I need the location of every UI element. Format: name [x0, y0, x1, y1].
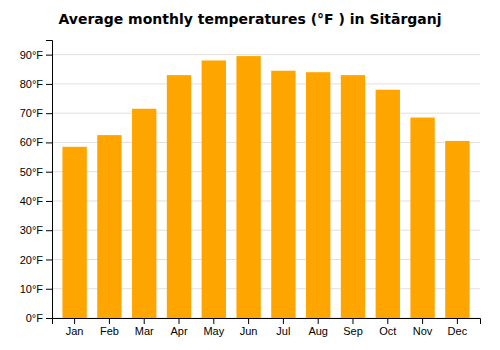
x-tick: Sep [343, 318, 363, 337]
bar [132, 109, 156, 318]
bar [445, 141, 469, 318]
y-tick: 90°F [20, 49, 52, 61]
x-tick: Aug [308, 318, 328, 337]
bar [410, 118, 434, 318]
y-tick-label: 50°F [20, 166, 44, 178]
title: Average monthly temperatures (°F ) in Si… [58, 11, 441, 27]
x-tick-label: Sep [343, 325, 363, 337]
x-tick-mark [422, 318, 423, 324]
bars [62, 56, 469, 318]
x-tick: Apr [170, 318, 187, 337]
x-tick: Jul [276, 318, 290, 337]
x-tick: Mar [135, 318, 154, 337]
x-tick-label: Dec [448, 325, 468, 337]
x-axis-line [53, 319, 481, 325]
x-tick-label: Apr [170, 325, 187, 337]
x-tick: Dec [448, 318, 468, 337]
grid-line [52, 54, 480, 55]
bar [376, 90, 400, 318]
y-tick: 0°F [26, 312, 52, 324]
x-tick: Nov [413, 318, 433, 337]
y-tick-label: 80°F [20, 78, 44, 90]
y-tick-label: 90°F [20, 49, 44, 61]
bar [202, 60, 226, 318]
x-tick-mark [109, 318, 110, 324]
y-tick-mark [46, 230, 52, 231]
x-tick-mark [318, 318, 319, 324]
bar [271, 71, 295, 318]
x-tick-label: Jul [276, 325, 290, 337]
grid [52, 55, 480, 318]
y-tick-label: 30°F [20, 224, 44, 236]
y-tick-label: 20°F [20, 253, 44, 265]
y-tick-mark [46, 318, 52, 319]
x-tick-mark [144, 318, 145, 324]
x-tick: Jan [66, 318, 84, 337]
y-tick: 60°F [20, 136, 52, 148]
x-tick-label: May [203, 325, 224, 337]
x-tick-label: Aug [308, 325, 328, 337]
y-tick: 40°F [20, 195, 52, 207]
y-tick-label: 0°F [26, 312, 44, 324]
x-tick-mark [283, 318, 284, 324]
y-tick-label: 10°F [20, 283, 44, 295]
x-tick-mark [352, 318, 353, 324]
x-tick-label: Jun [240, 325, 258, 337]
y-axis-line [46, 41, 53, 319]
plot: Jan Feb Mar Apr May Jun Jul Aug Sep Oct Nov Dec 0°F 1… [20, 41, 481, 337]
y-tick-mark [46, 55, 52, 56]
y-tick-label: 40°F [20, 195, 44, 207]
x-tick-mark [387, 318, 388, 324]
y-tick: 50°F [20, 166, 52, 178]
y-tick-mark [46, 172, 52, 173]
x-tick: Oct [379, 318, 396, 337]
x-tick-mark [213, 318, 214, 324]
chart: Jan Feb Mar Apr May Jun Jul Aug Sep Oct Nov Dec 0°F 1… [0, 0, 500, 350]
bar [97, 135, 121, 318]
y-tick-mark [46, 84, 52, 85]
y-tick-mark [46, 259, 52, 260]
x-tick: Jun [240, 318, 258, 337]
bar [341, 75, 365, 318]
y-tick-label: 60°F [20, 136, 44, 148]
x-tick-mark [457, 318, 458, 324]
y-tick: 80°F [20, 78, 52, 90]
x-tick-label: Nov [413, 325, 433, 337]
x-tick-mark [74, 318, 75, 324]
y-tick-mark [46, 142, 52, 143]
bar [236, 56, 260, 318]
y-tick: 30°F [20, 224, 52, 236]
x-tick-label: Feb [100, 325, 119, 337]
y-tick: 70°F [20, 107, 52, 119]
x-tick-mark [179, 318, 180, 324]
bar [62, 147, 86, 318]
bar [306, 72, 330, 318]
x-tick-label: Mar [135, 325, 154, 337]
grid-line [52, 83, 480, 84]
x-tick-label: Oct [379, 325, 396, 337]
x-tick: May [203, 318, 224, 337]
y-tick-mark [46, 113, 52, 114]
y-tick-mark [46, 289, 52, 290]
x-tick-label: Jan [66, 325, 84, 337]
grid-line [52, 113, 480, 114]
bar [167, 75, 191, 318]
y-tick-mark [46, 201, 52, 202]
y-tick-label: 70°F [20, 107, 44, 119]
y-tick: 20°F [20, 253, 52, 265]
x-tick: Feb [100, 318, 119, 337]
x-axis: Jan Feb Mar Apr May Jun Jul Aug Sep Oct Nov Dec [53, 318, 481, 337]
y-tick: 10°F [20, 283, 52, 295]
x-tick-mark [248, 318, 249, 324]
y-axis: 0°F 10°F 20°F 30°F 40°F 50°F 60°F 70°F 80°F 90°F [20, 41, 53, 325]
